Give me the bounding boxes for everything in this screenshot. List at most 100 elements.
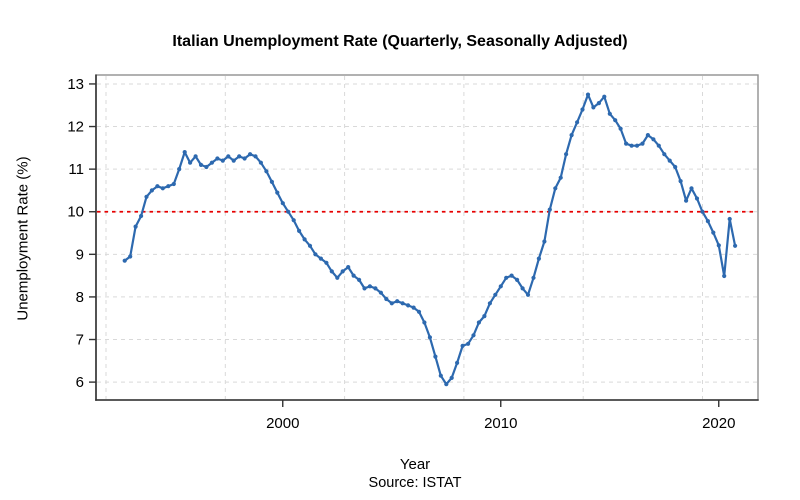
data-point xyxy=(645,133,651,138)
data-point xyxy=(166,184,171,189)
data-point xyxy=(313,252,318,257)
data-point xyxy=(258,160,263,165)
data-point xyxy=(673,164,678,170)
data-point xyxy=(667,158,672,163)
data-point xyxy=(433,354,438,359)
data-point xyxy=(307,243,313,248)
data-point xyxy=(607,111,612,116)
data-point xyxy=(662,152,667,157)
data-point xyxy=(346,265,351,270)
x-tick-label: 2020 xyxy=(702,415,735,432)
data-point xyxy=(482,314,487,319)
data-point xyxy=(558,175,563,180)
data-point xyxy=(656,143,661,148)
data-point xyxy=(182,150,187,155)
y-tick-label: 8 xyxy=(76,289,84,306)
data-point xyxy=(716,243,721,248)
data-point xyxy=(515,277,520,282)
data-point xyxy=(471,333,476,338)
data-point xyxy=(651,137,656,142)
y-tick-label: 7 xyxy=(76,332,84,349)
data-point xyxy=(536,256,542,261)
data-point xyxy=(286,209,291,214)
data-point xyxy=(204,164,209,170)
data-point xyxy=(733,243,738,248)
data-point xyxy=(378,290,383,295)
data-point xyxy=(694,196,700,201)
data-point xyxy=(362,286,367,291)
data-point xyxy=(198,162,204,167)
data-point xyxy=(335,275,340,280)
data-point xyxy=(444,382,449,387)
data-point xyxy=(634,143,640,148)
data-point xyxy=(466,341,471,346)
data-point xyxy=(160,186,165,191)
data-point xyxy=(357,277,362,282)
x-tick-label: 2000 xyxy=(266,415,299,432)
data-point xyxy=(542,239,547,244)
data-point xyxy=(406,303,411,308)
data-point xyxy=(128,254,133,259)
unemployment-line xyxy=(123,93,737,386)
data-point xyxy=(411,305,416,310)
plot-box xyxy=(95,74,759,401)
data-point xyxy=(389,301,394,306)
data-point xyxy=(318,256,323,261)
data-point xyxy=(629,143,634,148)
data-point xyxy=(188,160,193,165)
data-point xyxy=(487,301,492,306)
data-point xyxy=(640,141,645,146)
data-point xyxy=(547,207,552,212)
data-point xyxy=(351,273,356,278)
data-point xyxy=(384,296,389,302)
data-point xyxy=(624,141,629,146)
data-point xyxy=(520,286,525,291)
data-point xyxy=(602,94,607,99)
data-point xyxy=(133,224,138,229)
data-point xyxy=(509,273,514,278)
data-point xyxy=(215,156,220,161)
x-axis-title: Year xyxy=(399,456,431,473)
data-point xyxy=(498,284,503,289)
data-point xyxy=(596,101,602,106)
data-point xyxy=(438,373,443,378)
data-point xyxy=(253,154,258,159)
data-point xyxy=(427,335,432,340)
data-point xyxy=(329,269,334,274)
data-point xyxy=(504,275,509,280)
y-tick-label: 6 xyxy=(76,374,84,391)
data-point xyxy=(416,309,422,314)
y-tick-label: 9 xyxy=(76,246,84,263)
data-point xyxy=(493,292,498,297)
data-point xyxy=(280,201,285,206)
data-point xyxy=(231,158,236,163)
data-point xyxy=(618,126,623,131)
data-point xyxy=(678,179,683,184)
source-note: Source: ISTAT xyxy=(368,475,462,491)
x-tick-label: 2010 xyxy=(484,415,517,432)
data-point xyxy=(564,152,569,157)
data-point xyxy=(122,258,127,263)
data-point xyxy=(149,188,154,193)
data-point xyxy=(220,158,225,163)
data-point xyxy=(269,179,274,184)
data-point xyxy=(144,194,149,199)
data-point xyxy=(177,167,182,172)
data-point xyxy=(689,186,694,191)
data-point xyxy=(237,154,242,159)
data-point xyxy=(400,301,405,306)
data-point xyxy=(395,299,400,304)
data-point xyxy=(525,292,531,297)
data-point xyxy=(422,320,427,325)
data-point xyxy=(700,209,705,214)
data-point xyxy=(575,120,580,125)
data-point xyxy=(476,320,481,325)
data-point xyxy=(226,154,231,159)
data-point xyxy=(367,284,372,289)
data-point xyxy=(291,218,296,223)
y-tick-label: 13 xyxy=(67,76,84,93)
data-point xyxy=(460,343,465,348)
data-point xyxy=(553,186,558,191)
